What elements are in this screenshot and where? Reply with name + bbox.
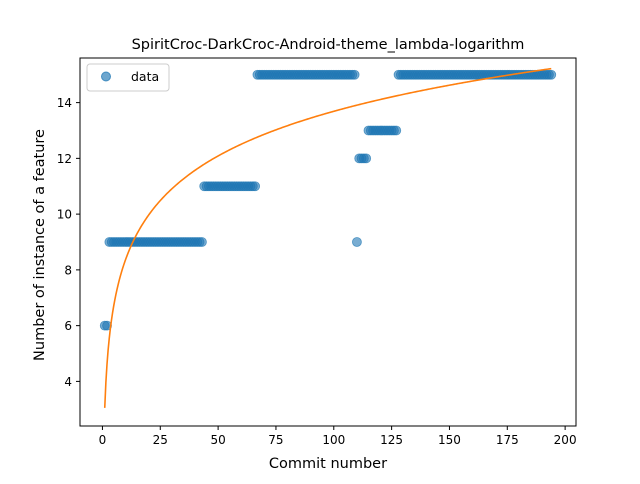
- x-tick-label: 100: [322, 433, 345, 447]
- data-point: [352, 237, 362, 247]
- y-tick-label: 4: [64, 375, 72, 389]
- legend: data: [86, 63, 170, 92]
- axes-frame: [79, 57, 577, 427]
- y-tick-label: 6: [64, 319, 72, 333]
- data-point: [391, 125, 402, 136]
- data-point: [361, 153, 372, 164]
- y-tick-label: 10: [57, 208, 72, 222]
- legend-frame: [86, 63, 170, 92]
- data-point: [546, 69, 557, 80]
- fit-curve-line: [103, 67, 552, 408]
- x-tick-label: 75: [268, 433, 283, 447]
- x-tick-label: 0: [99, 433, 107, 447]
- data-point: [197, 237, 207, 247]
- x-tick-label: 125: [380, 433, 403, 447]
- y-axis-label: Number of instance of a feature: [32, 129, 48, 361]
- data-point: [250, 181, 261, 192]
- x-tick-label: 200: [554, 433, 577, 447]
- x-tick-label: 150: [438, 433, 461, 447]
- y-tick-label: 14: [57, 96, 72, 110]
- plot-area: [99, 67, 557, 408]
- y-tick-label: 12: [57, 152, 72, 166]
- x-tick-label: 25: [153, 433, 168, 447]
- x-tick-label: 175: [496, 433, 519, 447]
- legend-marker: [101, 71, 111, 82]
- data-point: [349, 69, 360, 80]
- axes: 0 25 50 75 100 125 150 175 200 4 6 8 10 12 14: [57, 57, 577, 447]
- x-tick-label: 50: [210, 433, 225, 447]
- data-point: [102, 320, 112, 331]
- legend-entry-label: data: [131, 69, 159, 84]
- x-axis-label: Commit number: [269, 456, 387, 472]
- chart-title: SpiritCroc-DarkCroc-Android-theme_lambda…: [132, 37, 525, 53]
- y-tick-label: 8: [64, 263, 72, 277]
